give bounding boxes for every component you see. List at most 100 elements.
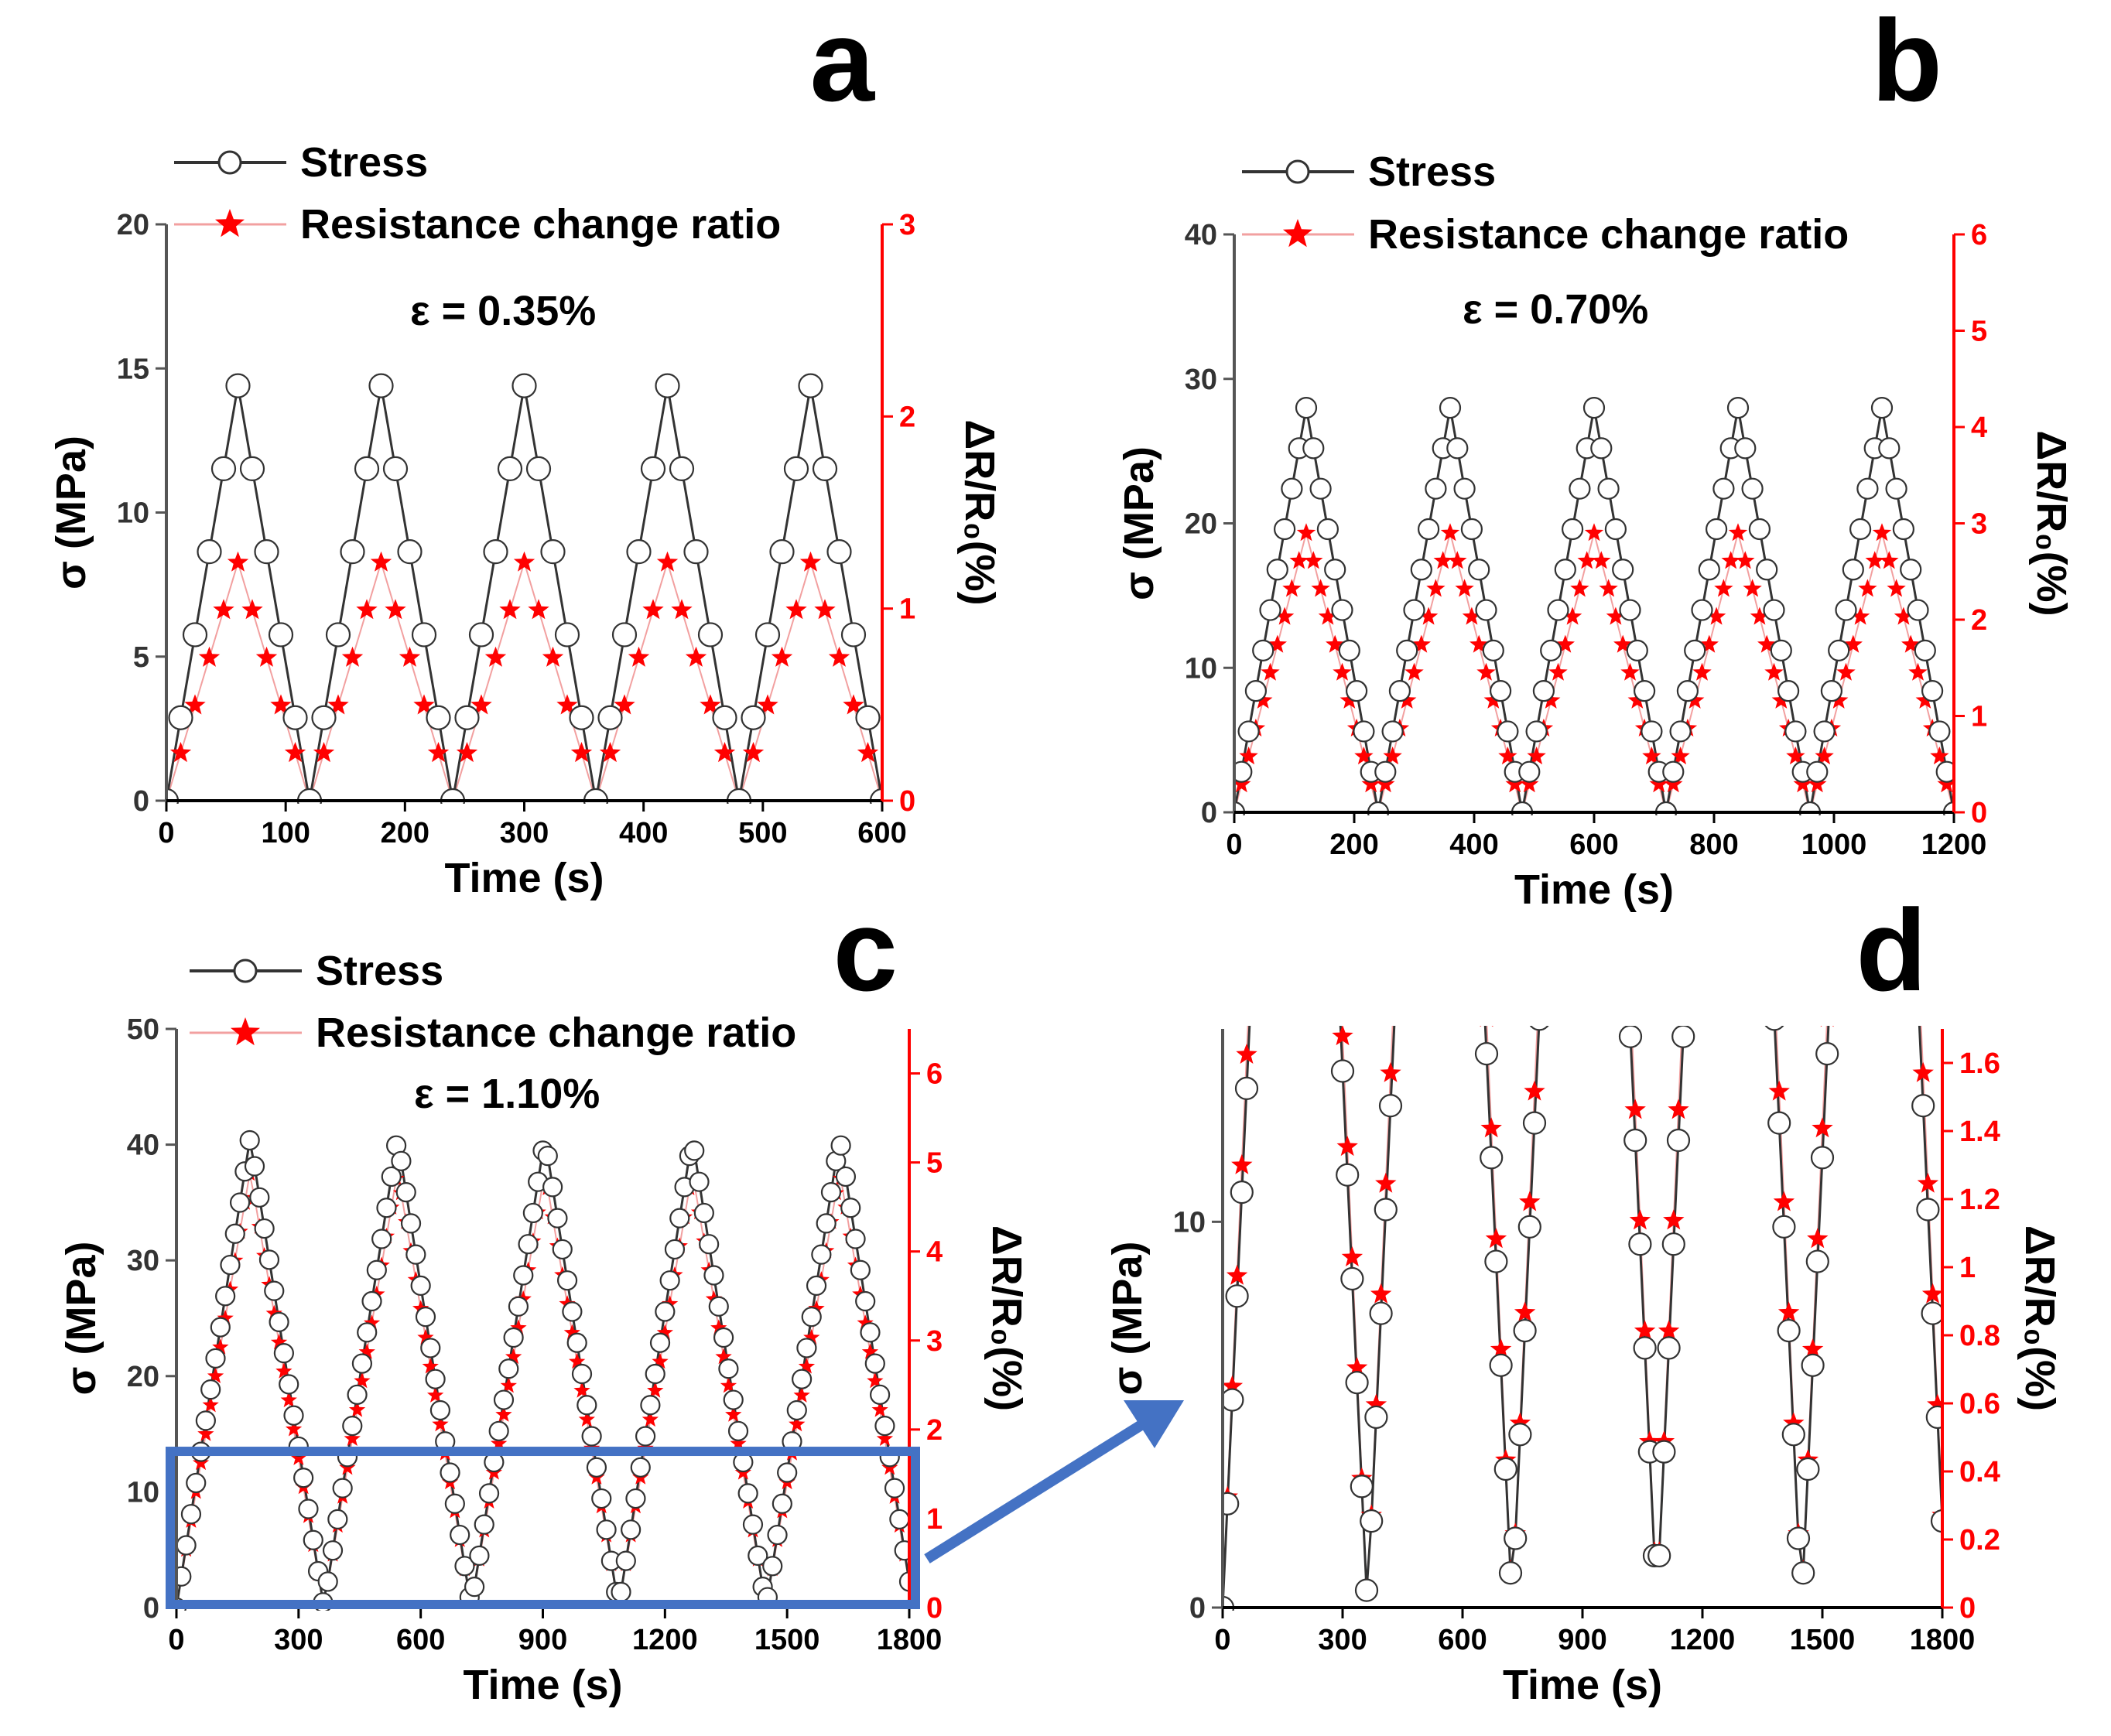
stress-point	[1338, 639, 1360, 661]
resistance-point	[1553, 417, 1574, 437]
stress-point	[469, 1545, 490, 1566]
stress-point	[1730, 282, 1752, 303]
stress-point	[630, 1457, 651, 1478]
resistance-point	[1678, 878, 1699, 898]
stress-point	[889, 1509, 909, 1530]
resistance-point	[1294, 141, 1315, 161]
resistance-point	[1610, 767, 1631, 788]
stress-point	[1763, 599, 1785, 621]
y2-tick-label: 5	[1971, 316, 1987, 348]
resistance-point	[1346, 1356, 1368, 1377]
stress-point	[683, 539, 709, 565]
stress-point	[864, 1353, 885, 1374]
stress-point	[669, 456, 695, 481]
resistance-point	[1620, 662, 1640, 681]
stress-point	[366, 1259, 387, 1280]
stress-point	[293, 1468, 314, 1488]
x-tick-label: 1000	[1801, 829, 1867, 861]
stress-point	[1461, 731, 1483, 753]
stress-point	[368, 373, 394, 398]
resistance-point	[358, 1343, 375, 1359]
resistance-point	[1736, 551, 1755, 569]
resistance-point	[499, 599, 521, 620]
resistance-point	[363, 1314, 381, 1331]
stress-point	[525, 456, 552, 481]
resistance-point	[793, 1386, 810, 1403]
panel-d: d0 300 600 900 1200 1500 180001000.20.40.60.81…	[1104, 67, 2063, 1708]
resistance-point	[713, 742, 736, 763]
stress-point	[1856, 477, 1879, 500]
resistance-point	[1226, 1264, 1248, 1285]
stress-point	[1498, 1561, 1523, 1585]
y2-tick-label: 0.8	[1959, 1320, 2000, 1352]
panel-letter: c	[833, 885, 898, 1015]
stress-point	[1557, 385, 1579, 407]
x-tick-label: 400	[619, 817, 668, 849]
x-tick-label: 200	[1329, 829, 1378, 861]
y2-tick-label: 2	[899, 401, 915, 433]
resistance-point	[647, 1382, 664, 1398]
y2-tick-label: 6	[926, 1058, 943, 1091]
resistance-point	[1613, 634, 1633, 653]
stress-point	[1916, 1198, 1940, 1222]
stress-point	[1821, 939, 1842, 961]
resistance-point	[1246, 822, 1267, 842]
y-tick-label: 15	[117, 353, 149, 385]
stress-point	[537, 1146, 558, 1167]
stress-point	[1345, 680, 1368, 702]
resistance-point	[1582, 104, 1603, 124]
stress-point	[1522, 1111, 1547, 1135]
y-tick-label: 10	[1185, 652, 1217, 685]
stress-point	[840, 1198, 861, 1218]
resistance-point	[1777, 1301, 1800, 1322]
y-tick-label: 40	[1185, 219, 1217, 251]
stress-point	[737, 1483, 758, 1504]
data-series	[176, 1129, 909, 1611]
resistance-point	[207, 1367, 224, 1383]
stress-point	[792, 1369, 813, 1389]
stress-point	[581, 1426, 602, 1447]
resistance-point	[1858, 579, 1877, 597]
stress-point	[1749, 697, 1771, 719]
stress-point	[397, 539, 423, 565]
stress-point	[1274, 247, 1296, 268]
resistance-point	[1850, 233, 1871, 253]
stress-point	[1266, 559, 1288, 581]
y-tick-label: 30	[127, 1245, 159, 1277]
resistance-point	[1815, 747, 1834, 765]
resistance-point	[1624, 1099, 1646, 1119]
stress-point	[1810, 1146, 1835, 1170]
resistance-point	[1409, 398, 1430, 419]
stress-point	[1633, 1336, 1657, 1360]
stress-point	[1671, 1026, 1695, 1048]
stress-point	[1374, 1198, 1398, 1222]
stress-point	[1925, 1405, 1942, 1430]
stress-point	[1666, 1128, 1691, 1153]
x-tick-label: 600	[396, 1624, 445, 1656]
y2-tick-label: 1.4	[1959, 1116, 2000, 1148]
resistance-point	[1423, 67, 1444, 87]
stress-point	[205, 1348, 226, 1369]
resistance-point	[456, 742, 478, 763]
resistance-point	[642, 1410, 659, 1427]
resistance-point	[1311, 579, 1330, 597]
stress-point	[1914, 639, 1936, 661]
resistance-point	[1711, 104, 1732, 124]
resistance-point	[1375, 1172, 1397, 1193]
stress-point	[1489, 680, 1512, 702]
resistance-point	[313, 742, 335, 763]
stress-point	[1316, 518, 1339, 541]
stress-point	[577, 1395, 597, 1416]
resistance-point	[757, 694, 778, 715]
stress-point	[1604, 518, 1627, 541]
resistance-point	[656, 1324, 673, 1340]
stress-point	[699, 1234, 720, 1255]
resistance-point	[1908, 662, 1928, 681]
stress-point	[772, 1493, 792, 1514]
stress-point	[621, 1519, 642, 1540]
resistance-point	[1282, 579, 1302, 597]
stress-point	[1529, 1026, 1549, 1031]
stress-point	[522, 1202, 543, 1224]
stress-point	[508, 1296, 529, 1317]
y-tick-label: 0	[1189, 1592, 1206, 1625]
